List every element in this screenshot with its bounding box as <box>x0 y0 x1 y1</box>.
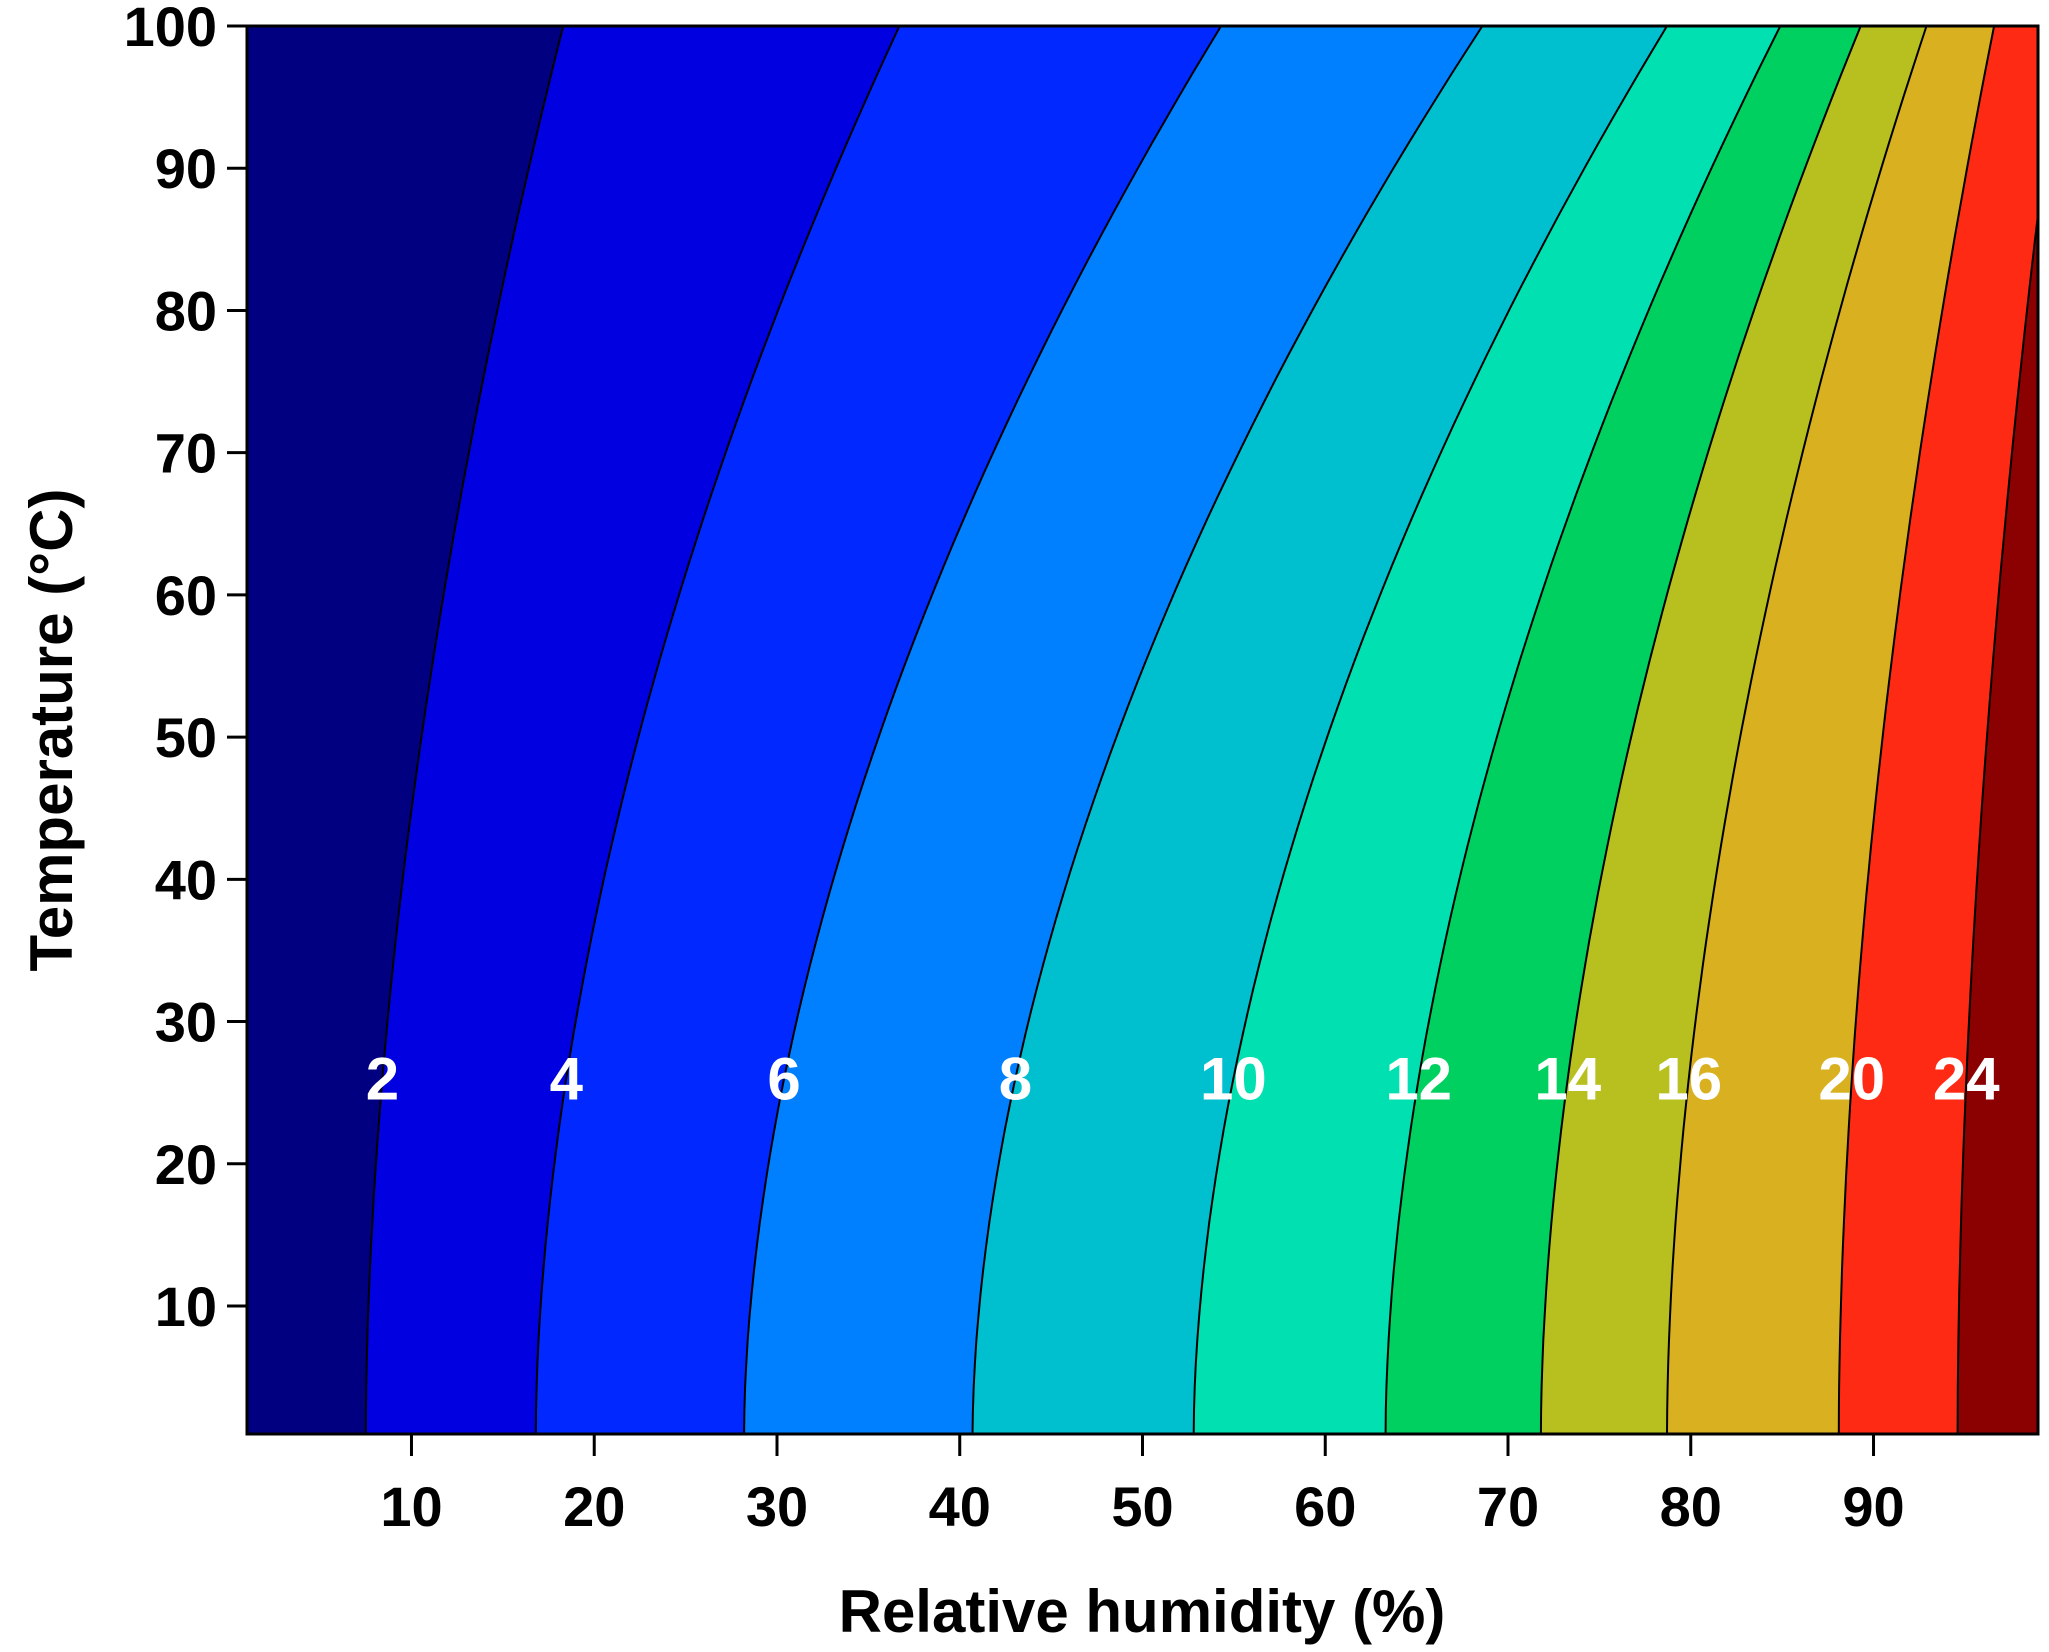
y-axis: 10 20 30 40 50 60 70 80 90 100 <box>124 0 247 1338</box>
contour-label: 20 <box>1818 1045 1885 1112</box>
contour-label: 16 <box>1655 1045 1722 1112</box>
x-tick-label: 60 <box>1294 1475 1356 1538</box>
contour-label: 12 <box>1385 1045 1452 1112</box>
x-tick-label: 80 <box>1660 1475 1722 1538</box>
contour-label: 8 <box>999 1045 1032 1112</box>
x-axis: 10 20 30 40 50 60 70 80 90 <box>380 1434 1905 1538</box>
contour-label: 6 <box>767 1045 800 1112</box>
contour-band <box>972 26 1667 1434</box>
contour-band <box>535 26 1222 1434</box>
contour-line <box>1956 206 2038 1434</box>
contour-label: 24 <box>1933 1045 2000 1112</box>
y-axis-title: Temperature (°C) <box>18 489 85 972</box>
contour-label: 2 <box>366 1045 399 1112</box>
x-tick-label: 20 <box>563 1475 625 1538</box>
y-tick-label: 70 <box>155 422 217 485</box>
x-tick-label: 30 <box>746 1475 808 1538</box>
contour-band <box>1667 26 1995 1434</box>
y-tick-label: 100 <box>124 0 217 58</box>
contour-band <box>1385 26 1861 1434</box>
contour-labels: 2 4 6 8 10 12 14 16 20 24 <box>366 1045 2001 1112</box>
x-tick-label: 50 <box>1111 1475 1173 1538</box>
x-tick-label: 40 <box>929 1475 991 1538</box>
contour-line <box>1666 26 1928 1434</box>
contour-label: 10 <box>1200 1045 1267 1112</box>
contour-band <box>365 26 900 1434</box>
contour-line <box>971 26 1484 1434</box>
contour-band <box>247 26 564 1434</box>
x-tick-label: 70 <box>1477 1475 1539 1538</box>
contour-bands <box>247 26 2038 1434</box>
contour-line <box>1384 26 1782 1434</box>
y-tick-label: 10 <box>155 1275 217 1338</box>
contour-line <box>364 26 565 1434</box>
contour-label: 4 <box>550 1045 584 1112</box>
contour-line <box>1837 26 1996 1434</box>
y-tick-label: 60 <box>155 564 217 627</box>
contour-band <box>744 26 1483 1434</box>
y-tick-label: 30 <box>155 991 217 1054</box>
contour-lines <box>364 26 2038 1434</box>
y-tick-label: 20 <box>155 1133 217 1196</box>
contour-label: 14 <box>1534 1045 1601 1112</box>
x-axis-title: Relative humidity (%) <box>839 1578 1446 1645</box>
y-tick-label: 50 <box>155 706 217 769</box>
x-tick-label: 10 <box>380 1475 442 1538</box>
contour-line <box>1192 26 1668 1434</box>
y-tick-label: 90 <box>155 137 217 200</box>
contour-line <box>1539 26 1862 1434</box>
contour-band <box>1957 214 2038 1434</box>
y-tick-label: 80 <box>155 279 217 342</box>
contour-band <box>1540 26 1927 1434</box>
x-tick-label: 90 <box>1842 1475 1904 1538</box>
contour-line <box>743 26 1222 1434</box>
contour-band <box>1193 26 1781 1434</box>
contour-band <box>1838 26 2038 1434</box>
contour-line <box>534 26 901 1434</box>
y-tick-label: 40 <box>155 848 217 911</box>
